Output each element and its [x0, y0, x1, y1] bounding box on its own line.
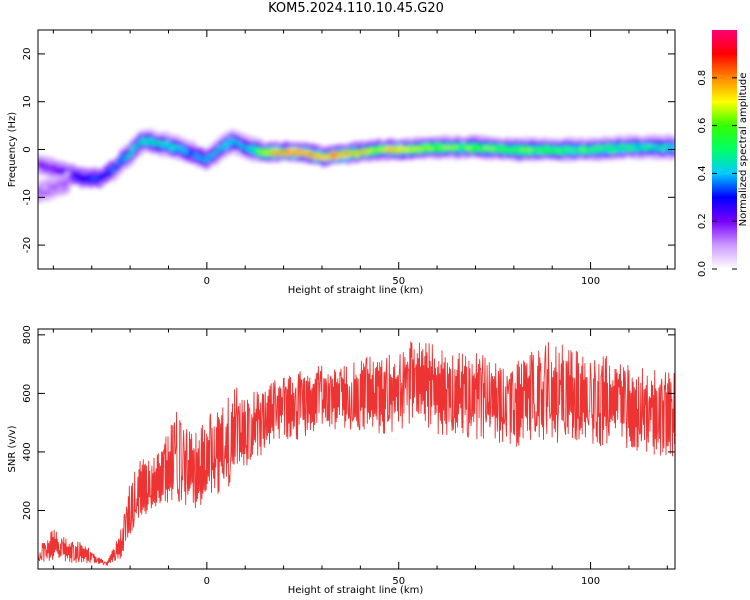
colorbar-tick-label: 0.2: [697, 213, 708, 229]
spec-xtick-label: 100: [581, 276, 600, 287]
spec-ytick-label: -10: [22, 189, 33, 205]
spectrogram-cell: [670, 138, 675, 143]
snr-ytick-label: 400: [22, 442, 33, 461]
snr-xtick-label: 50: [392, 576, 405, 587]
chart-title: KOM5.2024.110.10.45.G20: [268, 1, 444, 16]
spec-xtick-label: 50: [392, 276, 405, 287]
spec-xlabel: Height of straight line (km): [288, 285, 424, 296]
colorbar-gradient: [712, 30, 737, 269]
spec-xtick-label: 0: [204, 276, 210, 287]
spec-ytick-label: 10: [22, 95, 33, 108]
spectrogram-cell: [670, 152, 675, 157]
colorbar: 0.0 0.2 0.4 0.6 0.8 Normalized spectral ampli…: [697, 30, 749, 277]
snr-ytick-label: 200: [22, 501, 33, 520]
spec-ytick-label: 20: [22, 48, 33, 61]
spectrogram-cell: [65, 176, 71, 182]
spectrogram-ridge: [38, 128, 675, 204]
snr-ytick-label: 800: [22, 325, 33, 344]
spec-ylabel: Frequency (Hz): [7, 112, 18, 188]
spectrogram-cell: [129, 159, 135, 165]
spectrogram-cell: [191, 141, 198, 146]
colorbar-tick-label: 0.6: [697, 118, 708, 134]
snr-xtick-label: 100: [581, 576, 600, 587]
spectrogram-cell: [65, 189, 71, 195]
spectrogram-cell: [46, 196, 53, 201]
colorbar-tick-label: 0.0: [697, 261, 708, 277]
spectrogram-cell: [51, 177, 57, 182]
snr-series-line: [38, 341, 675, 566]
spec-ytick-label: -20: [22, 237, 33, 253]
snr-frame: [37, 328, 676, 570]
spectrogram-cell: [65, 185, 71, 191]
colorbar-tick-label: 0.4: [697, 165, 708, 181]
colorbar-label: Normalized spectral amplitude: [738, 73, 749, 227]
spectrogram-cell: [111, 177, 117, 183]
spec-frame: [37, 29, 676, 270]
snr-panel: 0 50 100 200 400 600 800 Height of straight lin…: [7, 325, 676, 596]
spectrogram-cell: [670, 141, 675, 147]
spectrogram-cell: [65, 170, 71, 176]
spec-ytick-label: 0: [22, 146, 33, 152]
spectrogram-panel: 0 50 100 -20 -10 0 10 20 Height of straight line…: [7, 29, 676, 296]
snr-ytick-label: 600: [22, 384, 33, 403]
snr-ylabel: SNR (v/v): [7, 425, 18, 472]
spectrogram-cell: [53, 192, 60, 197]
snr-xtick-label: 0: [204, 576, 210, 587]
spectrogram-cell: [670, 134, 675, 140]
colorbar-tick-label: 0.8: [697, 70, 708, 86]
spectrogram-cell: [65, 180, 71, 185]
snr-xlabel: Height of straight line (km): [288, 585, 424, 596]
